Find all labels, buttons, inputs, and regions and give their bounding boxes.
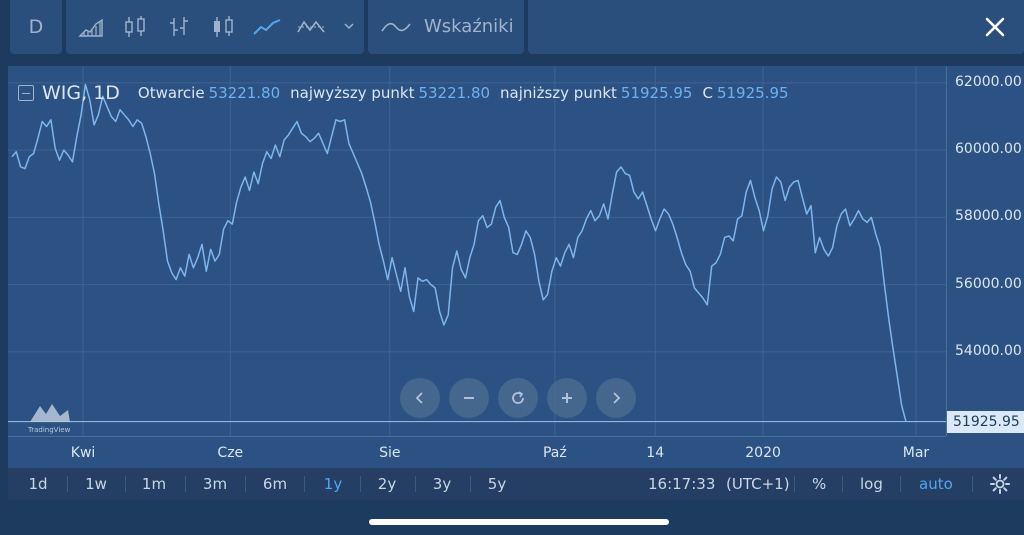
- y-tick-label: 58000.00: [955, 208, 1022, 225]
- price-chart[interactable]: [8, 66, 946, 436]
- hollow-candles-icon[interactable]: [210, 14, 236, 40]
- scroll-right-icon: [613, 392, 621, 404]
- scroll-right-button[interactable]: [596, 378, 636, 418]
- legend-low-value: 51925.95: [620, 84, 693, 102]
- indicators-button[interactable]: Wskaźniki: [368, 0, 524, 54]
- log-toggle[interactable]: log: [860, 475, 883, 493]
- separator: [794, 476, 795, 492]
- separator: [245, 476, 246, 492]
- legend-close-label: C: [702, 84, 713, 102]
- y-tick-label: 62000.00: [955, 73, 1022, 90]
- range-button-3m[interactable]: 3m: [202, 475, 228, 493]
- ohlc-bars-icon[interactable]: [166, 14, 192, 40]
- tradingview-logo-icon: [30, 404, 70, 422]
- separator: [414, 476, 416, 492]
- close-icon[interactable]: [983, 15, 1007, 39]
- range-button-3y[interactable]: 3y: [432, 475, 452, 493]
- separator: [900, 476, 901, 492]
- legend-close-value: 51925.95: [716, 84, 789, 102]
- legend-low-label: najniższy punkt: [500, 84, 617, 102]
- clock-timezone[interactable]: (UTC+1): [726, 475, 790, 493]
- legend-high-value: 53221.80: [418, 84, 491, 102]
- interval-button[interactable]: D: [10, 0, 62, 54]
- separator: [67, 476, 68, 492]
- separator: [304, 476, 305, 492]
- bars-area-icon[interactable]: [78, 14, 104, 40]
- time-axis[interactable]: Kwi Cze Sie Paź 14 2020 Mar: [8, 436, 946, 468]
- auto-toggle[interactable]: auto: [919, 475, 953, 493]
- indicators-icon: [380, 14, 412, 40]
- legend-high-label: najwyższy punkt: [290, 84, 415, 102]
- legend-collapse-icon[interactable]: [18, 85, 34, 101]
- reset-button[interactable]: [498, 378, 538, 418]
- bottom-bar: 16:17:33 (UTC+1) % log auto 1d 1w 1m 3m 6m 1y…: [8, 468, 1024, 500]
- chart-panel: WIG, 1D Otwarcie 53221.80 najwyższy punk…: [8, 66, 1024, 468]
- tradingview-logo: TradingView: [28, 398, 72, 440]
- reset-icon: [512, 391, 524, 404]
- separator: [184, 476, 186, 492]
- x-tick-label: Kwi: [70, 445, 96, 461]
- range-button-6m[interactable]: 6m: [262, 475, 288, 493]
- legend-open-value: 53221.80: [208, 84, 281, 102]
- x-tick-label: 14: [646, 445, 665, 461]
- scroll-left-icon: [415, 392, 423, 404]
- legend: WIG, 1D Otwarcie 53221.80 najwyższy punk…: [18, 82, 799, 104]
- range-button-5y[interactable]: 5y: [487, 475, 507, 493]
- home-indicator[interactable]: [369, 519, 669, 525]
- zoom-out-icon: [464, 397, 474, 399]
- x-tick-label: Mar: [902, 445, 930, 461]
- clock-time: 16:17:33: [648, 475, 716, 493]
- indicators-label: Wskaźniki: [424, 16, 514, 37]
- y-tick-label: 54000.00: [955, 342, 1022, 359]
- percent-toggle[interactable]: %: [812, 475, 827, 493]
- x-tick-label: Paź: [542, 445, 567, 461]
- separator: [842, 476, 843, 492]
- range-button-1w[interactable]: 1w: [85, 475, 107, 493]
- separator: [469, 476, 471, 492]
- chevron-down-icon[interactable]: [342, 18, 356, 32]
- interval-label: D: [28, 16, 44, 38]
- price-axis[interactable]: 51925.95 62000.00 60000.00 58000.00 56000.0…: [946, 66, 1024, 436]
- gear-icon[interactable]: [989, 473, 1011, 495]
- toolbar-spacer: [528, 0, 1024, 54]
- separator: [972, 476, 973, 492]
- separator: [360, 476, 361, 492]
- last-price-tag: 51925.95: [947, 410, 1024, 433]
- x-tick-label: Cze: [217, 445, 244, 461]
- legend-open-label: Otwarcie: [137, 84, 205, 102]
- x-tick-label: 2020: [745, 445, 781, 461]
- scroll-left-button[interactable]: [400, 378, 440, 418]
- y-tick-label: 60000.00: [955, 141, 1022, 158]
- zoom-in-button[interactable]: [547, 378, 587, 418]
- tradingview-logo-text: TradingView: [28, 426, 71, 434]
- x-tick-label: Sie: [379, 445, 401, 461]
- range-button-2y[interactable]: 2y: [377, 475, 397, 493]
- candles-icon[interactable]: [122, 14, 148, 40]
- range-button-1d[interactable]: 1d: [28, 475, 48, 493]
- range-button-1y[interactable]: 1y: [323, 475, 343, 493]
- top-toolbar: D Wskaźniki: [0, 0, 1024, 56]
- chart-style-group: [66, 0, 364, 54]
- area-line-icon[interactable]: [296, 14, 326, 40]
- zoom-out-button[interactable]: [449, 378, 489, 418]
- y-tick-label: 56000.00: [955, 275, 1022, 292]
- plot-area[interactable]: WIG, 1D Otwarcie 53221.80 najwyższy punk…: [8, 66, 946, 436]
- separator: [125, 476, 126, 492]
- legend-symbol: WIG, 1D: [42, 82, 120, 104]
- price-series-line: [11, 83, 907, 422]
- line-icon[interactable]: [252, 14, 282, 40]
- zoom-in-icon: [562, 393, 572, 403]
- range-button-1m[interactable]: 1m: [141, 475, 167, 493]
